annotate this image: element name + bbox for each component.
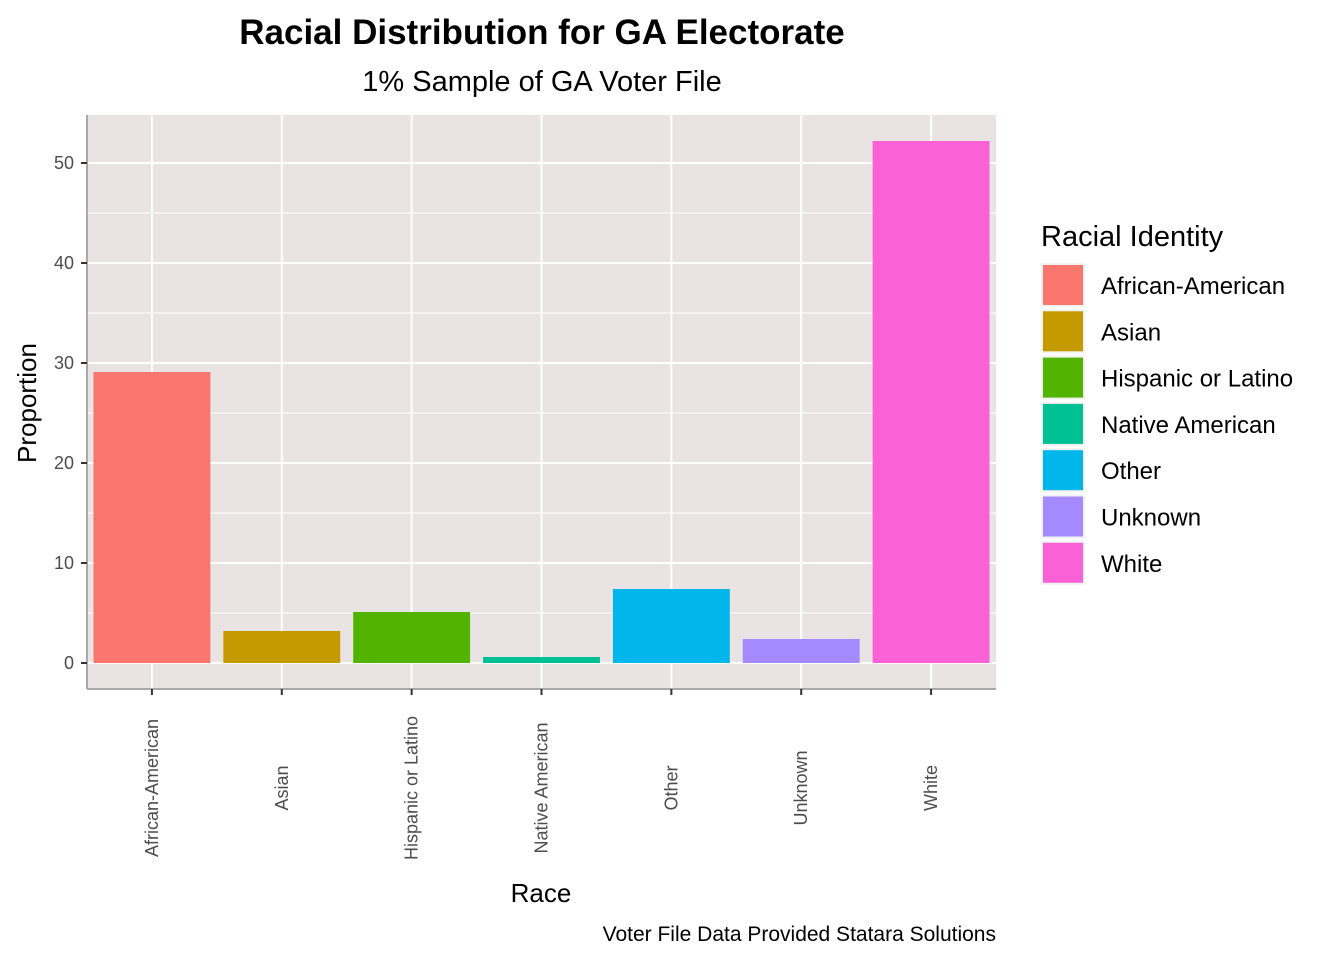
x-axis-ticks: African-American Asian Hispanic or Latino N… [142, 689, 941, 860]
x-tick-label: Native American [532, 722, 552, 853]
legend-title: Racial Identity [1041, 221, 1224, 253]
legend-label: Asian [1101, 319, 1161, 346]
x-tick-label: Unknown [791, 750, 811, 825]
legend-swatch [1043, 357, 1083, 398]
legend-label: Unknown [1101, 505, 1201, 532]
x-tick-label: Hispanic or Latino [402, 716, 422, 860]
y-axis-ticks: 0 10 20 30 40 50 [54, 153, 87, 673]
legend-label: African-American [1101, 273, 1285, 300]
y-tick-label: 20 [54, 453, 74, 473]
bar-hispanic-or-latino [353, 612, 471, 663]
x-axis-title: Race [511, 878, 572, 908]
bars [93, 141, 990, 663]
x-tick-label: African-American [142, 719, 162, 857]
bar-native-american [483, 657, 600, 663]
y-tick-label: 40 [54, 253, 74, 273]
major-gridlines [87, 115, 996, 689]
bar-white [872, 141, 990, 663]
legend-swatch [1043, 496, 1083, 537]
bar-other [612, 589, 730, 663]
bar-unknown [742, 639, 860, 663]
chart-subtitle: 1% Sample of GA Voter File [362, 66, 721, 98]
legend-swatch [1043, 542, 1083, 583]
legend-label: Native American [1101, 412, 1276, 439]
chart-caption: Voter File Data Provided Statara Solutio… [603, 923, 996, 946]
x-tick-label: Asian [272, 765, 292, 810]
legend-label: White [1101, 551, 1162, 578]
y-tick-label: 10 [54, 553, 74, 573]
bar-asian [223, 631, 341, 663]
legend-swatch [1043, 311, 1083, 352]
legend-swatch [1043, 403, 1083, 444]
legend: Racial Identity African-American Asian His… [1041, 221, 1293, 585]
legend-label: Hispanic or Latino [1101, 366, 1293, 393]
y-tick-label: 50 [54, 153, 74, 173]
legend-swatch [1043, 265, 1083, 305]
y-axis-title: Proportion [12, 343, 42, 463]
y-tick-label: 0 [64, 653, 74, 673]
y-tick-label: 30 [54, 353, 74, 373]
x-tick-label: Other [661, 765, 681, 810]
bar-african-american [93, 372, 211, 663]
x-tick-label: White [921, 765, 941, 811]
legend-swatch [1043, 450, 1083, 491]
legend-label: Other [1101, 458, 1161, 485]
chart-title: Racial Distribution for GA Electorate [239, 13, 844, 52]
